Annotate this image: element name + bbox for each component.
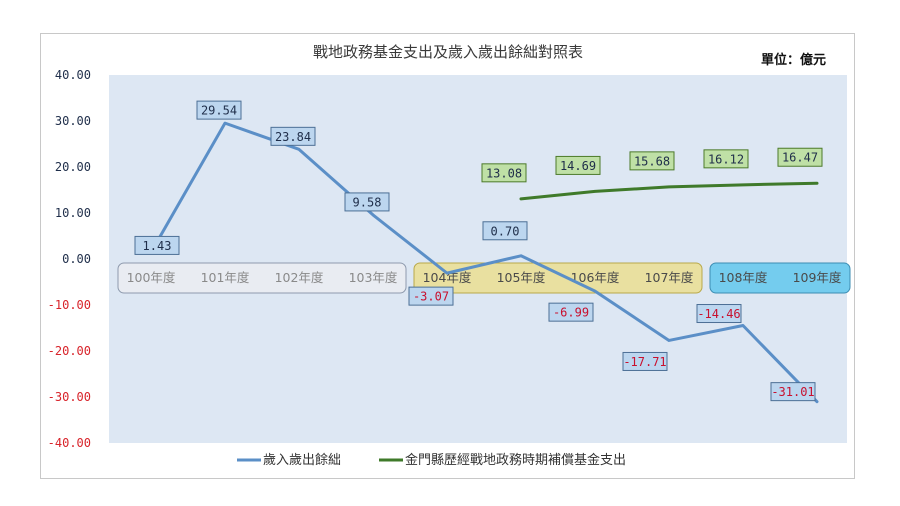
data-label-box [696,304,742,324]
data-label: -3.07 [413,290,449,304]
data-label: 16.47 [782,151,818,165]
x-category-label: 109年度 [793,270,842,285]
plot-area [109,75,847,443]
data-label-box [482,221,528,241]
x-category-label: 107年度 [645,270,694,285]
x-category-label: 106年度 [571,270,620,285]
data-label: -14.46 [697,307,740,321]
x-category-label: 100年度 [127,270,176,285]
data-label: 1.43 [143,239,172,253]
data-label-box [548,302,594,322]
y-tick-label: -40.00 [48,436,91,450]
data-label-box [408,286,454,306]
x-category-label: 101年度 [201,270,250,285]
x-category-label: 102年度 [275,270,324,285]
series-line-compensation-fund [519,181,819,201]
data-label-box [703,149,749,169]
data-label-box [770,382,816,402]
legend: 歲入歲出餘絀 金門縣歷經戰地政務時期補償基金支出 [237,452,626,468]
y-tick-label: 20.00 [55,160,91,174]
data-label: 29.54 [201,104,237,118]
data-label-box [196,100,242,120]
x-category-label: 103年度 [349,270,398,285]
y-tick-label: -30.00 [48,390,91,404]
chart-svg: 100年度 101年度 102年度 103年度 104年度 105年度 106年度 107年度… [48,43,851,468]
data-label-box [481,163,527,183]
series-line-surplus-deficit [149,121,819,404]
legend-label: 金門縣歷經戰地政務時期補償基金支出 [405,452,626,468]
data-label: 23.84 [275,130,311,144]
period-box [117,262,407,294]
period-box [709,262,851,294]
y-tick-label: 40.00 [55,68,91,82]
x-category-label: 105年度 [497,270,546,285]
data-label: 15.68 [634,154,670,168]
y-tick-label: 0.00 [62,252,91,266]
y-tick-label: -20.00 [48,344,91,358]
y-tick-label: 30.00 [55,114,91,128]
data-label: 14.69 [560,159,596,173]
data-label-box [134,235,180,255]
data-label: -17.71 [623,355,666,369]
data-label-box [270,126,316,146]
x-category-label: 104年度 [423,270,472,285]
data-label-box [555,155,601,175]
data-label-box [629,151,675,171]
chart-title: 戰地政務基金支出及歲入歲出餘絀對照表 [313,43,583,61]
data-label-box [344,192,390,212]
data-label: 13.08 [486,166,522,180]
chart-frame: 100年度 101年度 102年度 103年度 104年度 105年度 106年度 107年度… [40,33,855,479]
y-tick-label: 10.00 [55,206,91,220]
data-label: -6.99 [553,306,589,320]
data-label: -31.01 [771,385,814,399]
data-label-box [777,147,823,167]
data-label: 16.12 [708,152,744,166]
data-label-box [622,351,668,371]
data-label: 0.70 [491,224,520,238]
y-tick-label: -10.00 [48,298,91,312]
x-category-label: 108年度 [719,270,768,285]
data-label: 9.58 [353,195,382,209]
period-box [413,262,703,294]
unit-label: 單位：億元 [761,52,826,68]
legend-label: 歲入歲出餘絀 [263,452,341,468]
